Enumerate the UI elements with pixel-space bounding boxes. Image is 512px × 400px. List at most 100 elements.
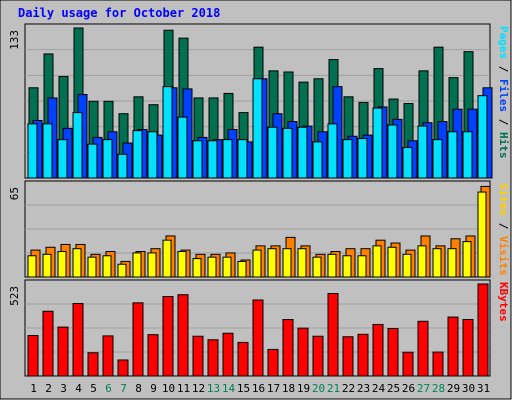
chart-title: Daily usage for October 2018 [18, 6, 220, 20]
bar-pages-day-14 [222, 139, 233, 179]
day-label-16: 16 [252, 382, 265, 395]
day-label-8: 8 [135, 382, 142, 395]
day-label-25: 25 [387, 382, 400, 395]
day-label-29: 29 [447, 382, 460, 395]
legend-pages: Pages [497, 26, 510, 59]
bar-sites-day-20 [312, 256, 322, 278]
panel-pages_files_hits: 133 Pages / Files / Hits [8, 23, 510, 179]
bar-sites-day-12 [192, 258, 202, 278]
bar-sites-day-8 [132, 252, 142, 278]
day-label-30: 30 [462, 382, 475, 395]
bar-pages-day-2 [42, 123, 53, 179]
bar-sites-day-30 [462, 241, 472, 278]
bar-sites-day-9 [147, 252, 157, 278]
bar-kbytes-day-18 [282, 319, 294, 377]
panel-sites_visits: 65 Sites / Visits [8, 180, 510, 278]
day-label-13: 13 [207, 382, 220, 395]
bar-pages-day-9 [147, 131, 158, 179]
bar-kbytes-day-31 [477, 283, 489, 377]
right-label-pages_files_hits: Pages / Files / Hits [497, 26, 510, 159]
day-label-10: 10 [162, 382, 175, 395]
bar-kbytes-day-1 [27, 335, 39, 377]
day-label-19: 19 [297, 382, 310, 395]
day-label-27: 27 [417, 382, 430, 395]
bar-pages-day-21 [327, 123, 338, 179]
legend-visits: Visits [497, 236, 510, 276]
bar-sites-day-3 [57, 251, 67, 278]
bar-pages-day-1 [27, 123, 38, 179]
bar-kbytes-day-16 [252, 299, 264, 377]
bar-kbytes-day-6 [102, 335, 114, 377]
day-labels: 1 2 3 4 5 6 7 8 9 10 11 12 13 14 15 16 17 18 19 20 21 22 23 24 2… [30, 382, 490, 395]
bar-sites-day-28 [432, 248, 442, 278]
day-label-31: 31 [477, 382, 490, 395]
bar-pages-day-26 [402, 147, 413, 179]
bar-kbytes-day-23 [357, 333, 369, 377]
day-label-28: 28 [432, 382, 445, 395]
bar-pages-day-17 [267, 126, 278, 179]
bar-pages-day-28 [432, 139, 443, 179]
bar-sites-day-10 [162, 239, 172, 278]
panel-kbytes: 523 KBytes [8, 279, 510, 377]
day-label-12: 12 [192, 382, 205, 395]
bar-kbytes-day-27 [417, 320, 429, 377]
bar-sites-day-18 [282, 248, 292, 278]
day-label-21: 21 [327, 382, 340, 395]
bar-sites-day-13 [207, 256, 217, 278]
chart-panels: 133 Pages / Files / Hits 65 Sites / Visits 5… [8, 23, 510, 377]
bar-sites-day-24 [372, 245, 382, 278]
label-separator: / [497, 59, 510, 79]
bar-kbytes-day-10 [162, 295, 174, 377]
day-label-18: 18 [282, 382, 295, 395]
legend-kbytes: KBytes [497, 282, 510, 322]
series-kbytes [27, 283, 489, 377]
bar-kbytes-day-4 [72, 303, 84, 377]
bar-pages-day-27 [417, 125, 428, 179]
series-sites [27, 191, 487, 278]
bar-sites-day-2 [42, 253, 52, 278]
bar-pages-day-23 [357, 138, 368, 179]
day-label-6: 6 [105, 382, 112, 395]
bar-pages-day-19 [297, 126, 308, 179]
bar-kbytes-day-14 [222, 332, 234, 377]
bar-kbytes-day-8 [132, 302, 144, 377]
bar-kbytes-day-25 [387, 328, 399, 377]
bar-sites-day-19 [297, 248, 307, 278]
day-label-11: 11 [177, 382, 190, 395]
bar-pages-day-29 [447, 131, 458, 179]
bar-pages-day-4 [72, 112, 83, 179]
label-separator: / [497, 112, 510, 132]
bar-kbytes-day-30 [462, 319, 474, 377]
bar-kbytes-day-5 [87, 352, 99, 377]
y-max-label: 523 [8, 286, 21, 306]
bar-kbytes-day-17 [267, 348, 279, 377]
label-separator: / [497, 216, 510, 236]
bar-kbytes-day-22 [342, 336, 354, 377]
day-label-22: 22 [342, 382, 355, 395]
bar-pages-day-18 [282, 127, 293, 179]
bar-kbytes-day-19 [297, 327, 309, 377]
bar-pages-day-7 [117, 153, 128, 179]
day-label-14: 14 [222, 382, 236, 395]
day-label-24: 24 [372, 382, 386, 395]
day-label-20: 20 [312, 382, 325, 395]
bar-sites-day-22 [342, 255, 352, 278]
day-label-5: 5 [90, 382, 97, 395]
bar-sites-day-6 [102, 255, 112, 278]
bar-sites-day-5 [87, 256, 97, 278]
day-label-2: 2 [45, 382, 52, 395]
bar-pages-day-16 [252, 78, 263, 179]
bar-kbytes-day-7 [117, 359, 129, 377]
bar-sites-day-26 [402, 253, 412, 278]
bar-pages-day-10 [162, 86, 173, 179]
bar-sites-day-4 [72, 248, 82, 278]
bar-kbytes-day-11 [177, 294, 189, 377]
bar-sites-day-14 [222, 256, 232, 278]
bar-sites-day-25 [387, 246, 397, 278]
bar-sites-day-7 [117, 263, 127, 278]
bar-sites-day-21 [327, 253, 337, 278]
bar-kbytes-day-29 [447, 316, 459, 377]
legend-sites: Sites [497, 183, 510, 216]
series-pages [27, 78, 488, 179]
bar-sites-day-29 [447, 248, 457, 278]
